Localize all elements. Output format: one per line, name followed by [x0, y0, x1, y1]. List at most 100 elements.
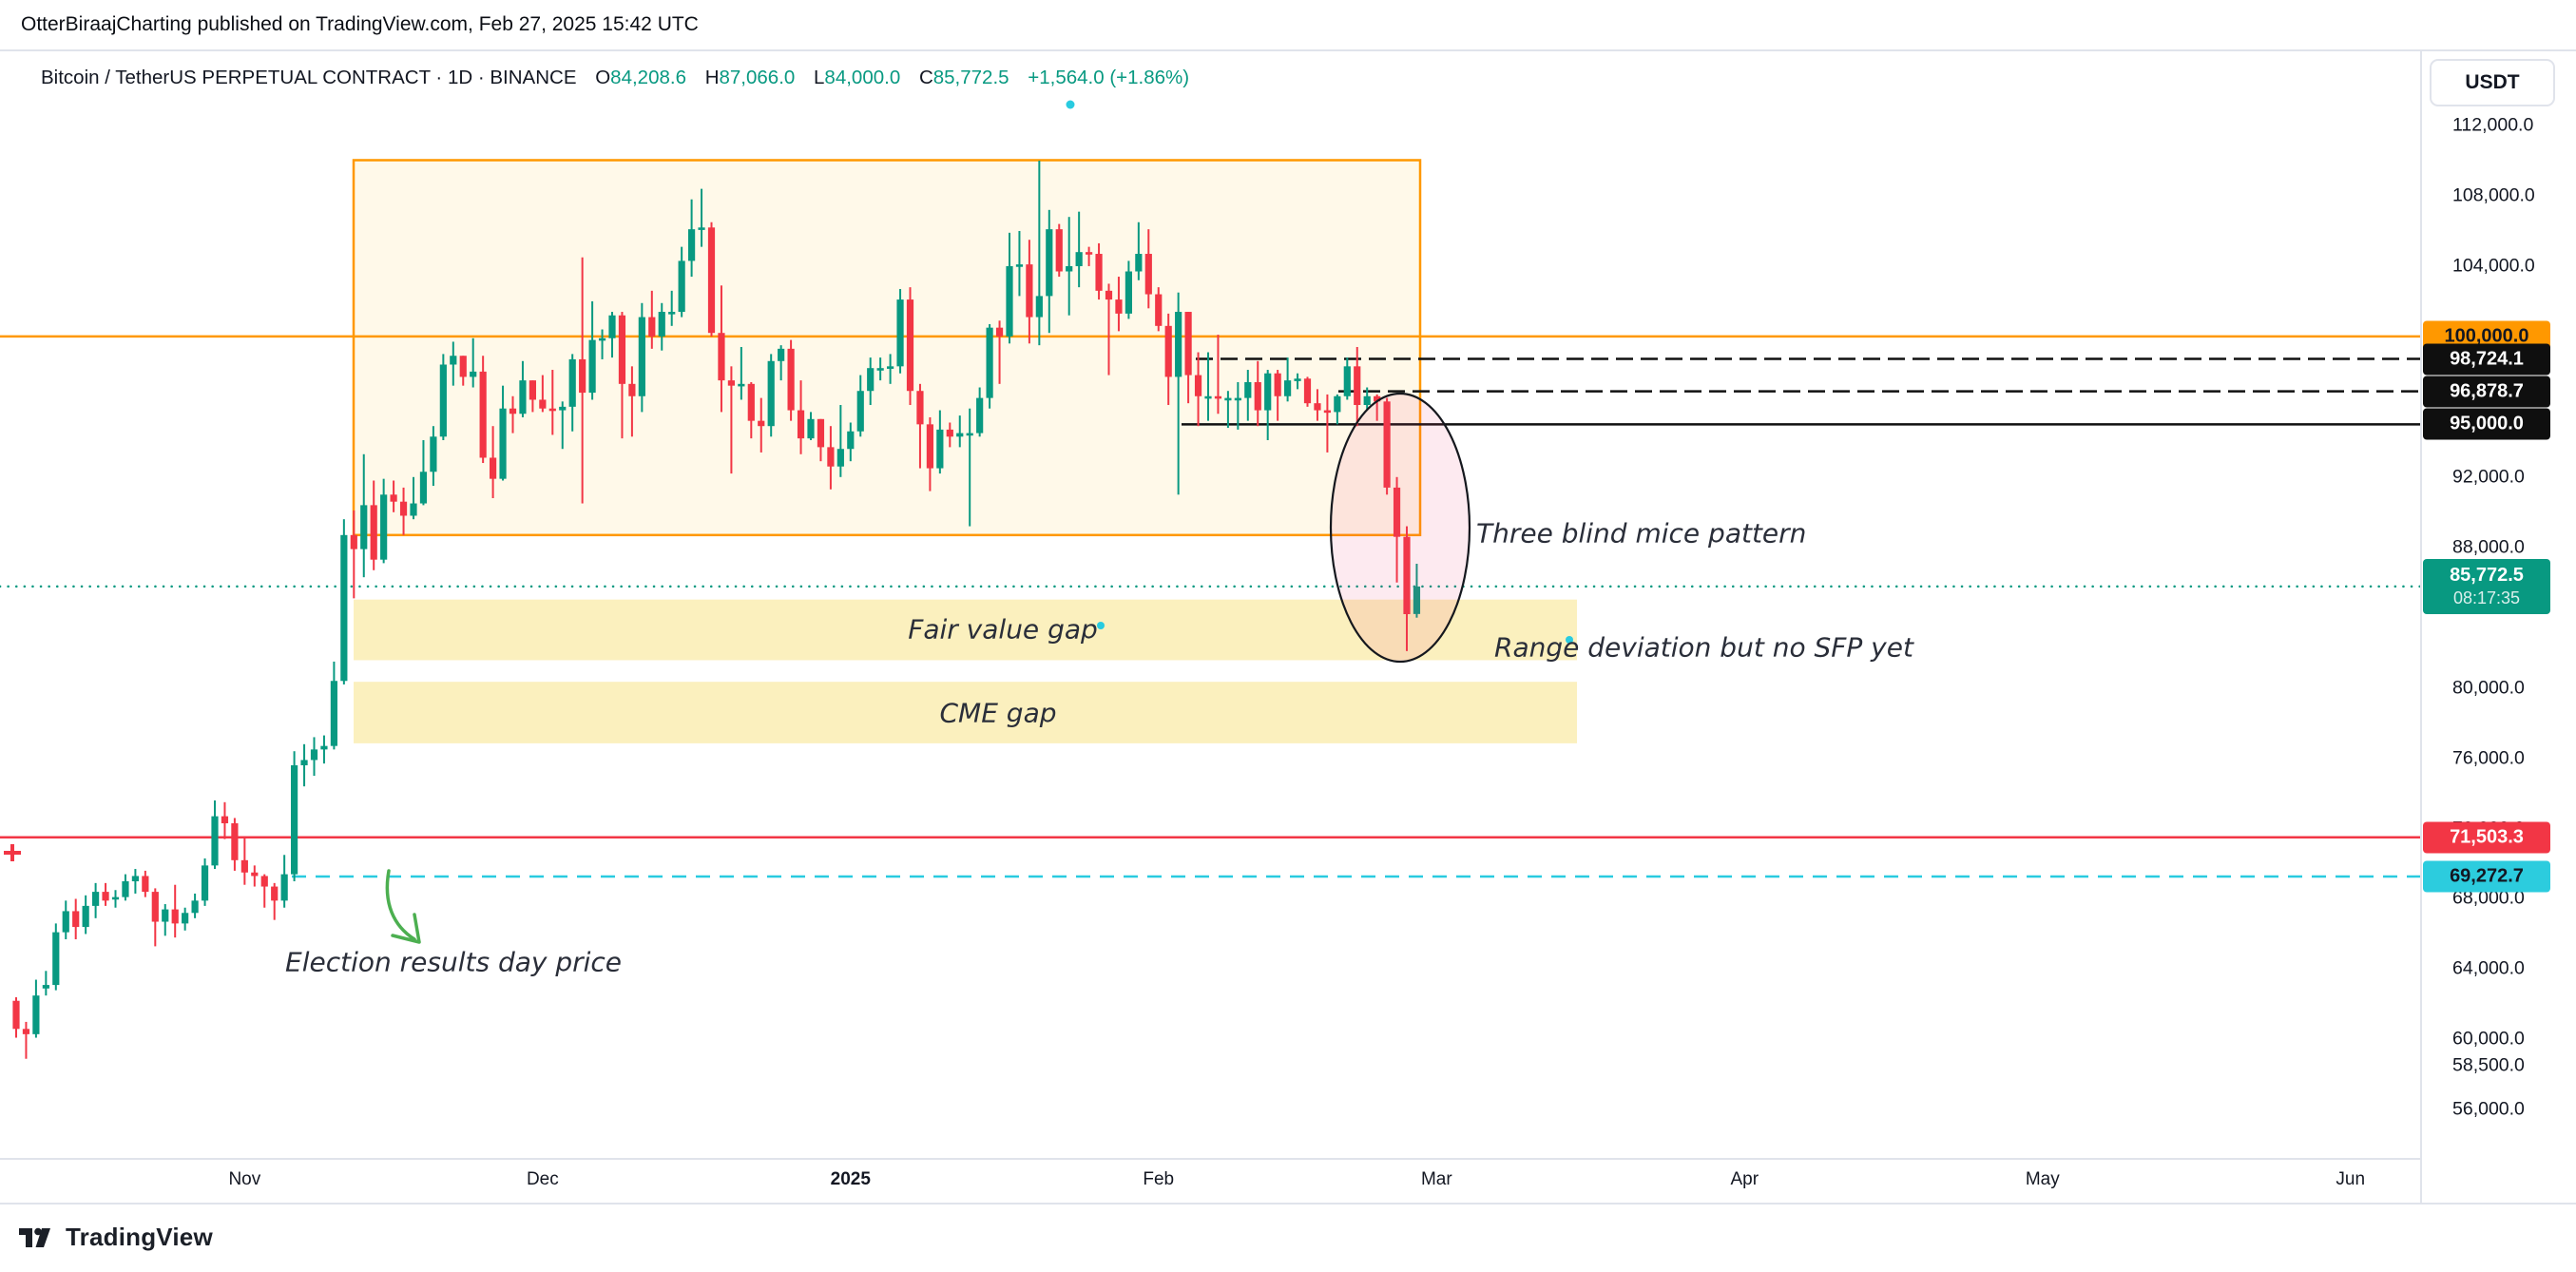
candle: [251, 865, 259, 887]
candle: [32, 979, 40, 1038]
candle: [350, 510, 357, 599]
candle: [111, 890, 120, 908]
candle: [380, 478, 388, 564]
candle: [658, 302, 665, 351]
candle: [1175, 292, 1182, 495]
price-tick-56000: 56,000.0: [2452, 1098, 2525, 1120]
candle: [201, 858, 209, 906]
candle: [588, 300, 596, 400]
candle: [92, 882, 100, 918]
candle: [1194, 352, 1202, 427]
candle: [1035, 161, 1043, 346]
candle: [1314, 389, 1321, 421]
candle: [131, 869, 139, 894]
candle: [231, 818, 239, 871]
tradingview-footer: TradingView: [19, 1223, 213, 1252]
price-badge-69272.7: 69,272.7: [2423, 860, 2550, 893]
candle: [668, 290, 676, 326]
change-value: +1,564.0 (+1.86%): [1028, 67, 1190, 88]
candle: [1006, 232, 1013, 344]
candle: [260, 874, 268, 908]
chart-plot-area[interactable]: [0, 49, 2420, 1158]
close-label: C: [918, 67, 933, 88]
zone-label-cme-gap: CME gap: [939, 697, 1057, 729]
candle: [300, 743, 308, 787]
candle: [171, 884, 179, 938]
candle: [747, 381, 755, 439]
candle: [1284, 357, 1292, 402]
candle: [1323, 394, 1331, 453]
price-badge-71503.3: 71,503.3: [2423, 821, 2550, 854]
candle: [102, 882, 109, 906]
candle: [1135, 222, 1143, 280]
price-tick-92000: 92,000.0: [2452, 466, 2525, 488]
candle: [1343, 357, 1351, 400]
candle: [1075, 211, 1083, 288]
candle: [450, 341, 457, 386]
price-axis-border: [2420, 49, 2422, 1203]
candle: [191, 893, 199, 918]
candle: [688, 199, 696, 278]
candle: [598, 329, 606, 359]
candle: [797, 380, 805, 454]
anchor-dot-icon: [1097, 622, 1105, 629]
candle: [410, 476, 417, 520]
candle: [807, 412, 815, 440]
candle: [1115, 277, 1123, 332]
candle: [817, 418, 825, 462]
time-tick-Dec: Dec: [526, 1169, 559, 1189]
time-tick-Nov: Nov: [228, 1169, 261, 1189]
candle: [310, 737, 318, 777]
candle: [847, 422, 855, 462]
candle: [787, 339, 795, 421]
candle: [856, 375, 864, 437]
candle: [271, 882, 279, 920]
candle: [320, 735, 328, 764]
candle: [529, 380, 536, 413]
candle: [1363, 387, 1371, 411]
candle: [698, 188, 705, 247]
candle: [490, 426, 497, 498]
election-arrow: [385, 869, 416, 941]
candle: [1234, 381, 1241, 430]
candle: [568, 354, 576, 432]
candle: [946, 422, 953, 448]
candle: [1055, 223, 1063, 278]
candle: [1184, 312, 1192, 404]
time-tick-Apr: Apr: [1730, 1169, 1759, 1189]
candle: [559, 401, 567, 450]
candle: [539, 375, 547, 413]
candle: [956, 415, 964, 448]
candle: [976, 387, 984, 437]
annotation-range-deviation: Range deviation but no SFP yet: [1494, 631, 1913, 664]
time-tick-Feb: Feb: [1143, 1169, 1175, 1189]
candle: [767, 354, 775, 437]
price-badge-95000: 95,000.0: [2423, 408, 2550, 440]
candle: [1244, 370, 1252, 421]
publish-attribution: OtterBiraajCharting published on Trading…: [21, 13, 699, 35]
anchor-dot-icon: [1066, 100, 1075, 109]
candle: [718, 285, 725, 413]
candle: [778, 345, 785, 381]
cross-marker-icon: [4, 844, 21, 861]
candle: [221, 801, 229, 839]
cme-gap-zone: [354, 682, 1577, 743]
open-label: O: [595, 67, 611, 88]
candle: [1095, 242, 1103, 300]
candle: [678, 246, 685, 318]
candle: [1086, 246, 1093, 266]
candle: [390, 480, 397, 512]
election-arrow-head: [391, 913, 421, 944]
price-badge-85772.5: 85,772.5 08:17:35: [2423, 558, 2550, 614]
candle: [1125, 260, 1132, 319]
candle: [330, 661, 337, 750]
candle: [430, 426, 437, 487]
currency-toggle-button[interactable]: USDT: [2430, 59, 2555, 106]
candle: [1294, 373, 1301, 390]
candle: [876, 357, 884, 381]
candle: [280, 855, 288, 908]
candle: [1105, 283, 1113, 376]
candle: [1015, 230, 1024, 297]
price-tick-108000: 108,000.0: [2452, 184, 2535, 206]
